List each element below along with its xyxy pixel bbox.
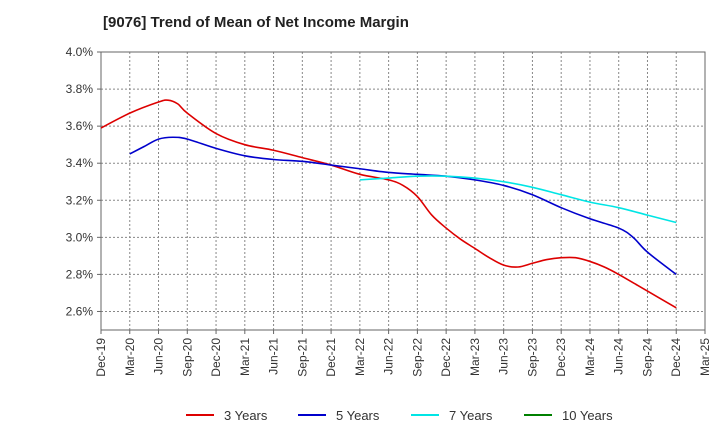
y-tick-label: 3.4% xyxy=(66,156,94,170)
x-tick-label: Mar-23 xyxy=(468,338,482,376)
y-tick-label: 4.0% xyxy=(66,45,94,59)
y-tick-label: 2.8% xyxy=(66,267,94,281)
y-tick-label: 3.2% xyxy=(66,193,94,207)
x-tick-label: Mar-25 xyxy=(698,338,712,376)
legend-label-3-years: 3 Years xyxy=(224,408,268,423)
x-tick-label: Dec-21 xyxy=(324,338,338,377)
plot-frame xyxy=(100,51,706,331)
x-tick-label: Jun-21 xyxy=(267,338,281,375)
x-tick-label: Dec-20 xyxy=(209,338,223,377)
y-tick-label: 2.6% xyxy=(66,304,94,318)
x-tick-label: Sep-24 xyxy=(640,338,654,377)
x-tick-label: Jun-20 xyxy=(152,338,166,375)
x-tick-label: Dec-24 xyxy=(669,338,683,377)
legend-label-7-years: 7 Years xyxy=(449,408,493,423)
series-lines xyxy=(100,99,677,309)
x-tick-label: Jun-22 xyxy=(382,338,396,375)
x-tick-label: Dec-22 xyxy=(439,338,453,377)
y-tick-label: 3.0% xyxy=(66,230,94,244)
x-tick-label: Sep-20 xyxy=(180,338,194,377)
x-tick-label: Dec-19 xyxy=(94,338,108,377)
legend-label-5-years: 5 Years xyxy=(336,408,380,423)
legend-label-10-years: 10 Years xyxy=(562,408,613,423)
axes: Dec-19 Mar-20 Jun-20 Sep-20 Dec-20 Mar-21 Jun-… xyxy=(66,45,712,377)
x-tick-label: Sep-23 xyxy=(525,338,539,377)
y-tick-label: 3.6% xyxy=(66,119,94,133)
x-tick-label: Sep-21 xyxy=(295,338,309,377)
x-tick-label: Dec-23 xyxy=(554,338,568,377)
x-tick-label: Sep-22 xyxy=(410,338,424,377)
series-line-5-years xyxy=(129,136,677,276)
grid xyxy=(101,52,705,330)
x-tick-label: Jun-23 xyxy=(497,338,511,375)
x-tick-label: Mar-20 xyxy=(123,338,137,376)
x-tick-label: Mar-24 xyxy=(583,338,597,376)
x-tick-label: Mar-22 xyxy=(353,338,367,376)
x-tick-label: Mar-21 xyxy=(238,338,252,376)
series-line-7-years xyxy=(359,175,677,224)
series-line-3-years xyxy=(100,99,677,309)
y-tick-label: 3.8% xyxy=(66,82,94,96)
chart-title: [9076] Trend of Mean of Net Income Margi… xyxy=(103,14,409,31)
x-tick-label: Jun-24 xyxy=(612,338,626,375)
legend: 3 Years 5 Years 7 Years 10 Years xyxy=(186,408,613,423)
